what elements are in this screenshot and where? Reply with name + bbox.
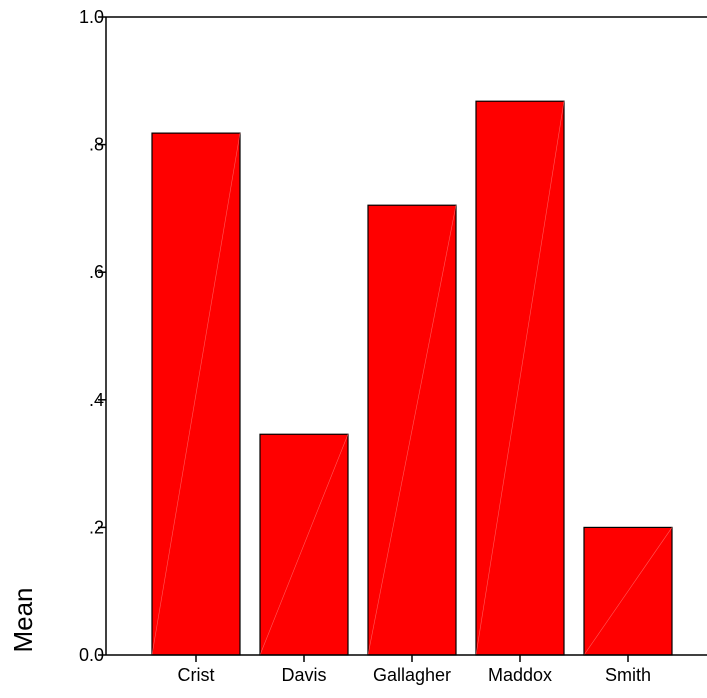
y-tick-label: 1.0 [79, 7, 104, 27]
bar-shading-line [475, 101, 565, 656]
bar-shading-line [151, 133, 241, 656]
y-tick-label: 0.0 [79, 645, 104, 665]
y-tick-label: .4 [89, 390, 104, 410]
y-tick-label: .2 [89, 517, 104, 537]
bar-shading-line [367, 205, 457, 656]
labels-layer: 0.0 .2 .4 .6 .8 1.0 Crist Davis Gallagher Maddox S… [79, 7, 651, 685]
x-category-label: Crist [178, 665, 215, 685]
bars-layer [151, 100, 673, 656]
x-category-label: Maddox [488, 665, 552, 685]
y-tick-label: .8 [89, 135, 104, 155]
y-tick-label: .6 [89, 262, 104, 282]
bar-shading-line [583, 527, 673, 656]
x-category-label: Davis [281, 665, 326, 685]
axes-layer [105, 16, 707, 656]
x-category-label: Gallagher [373, 665, 451, 685]
y-axis-title: Mean [8, 587, 38, 652]
ticks-layer [98, 16, 629, 662]
bar-shading-line [259, 434, 349, 656]
x-category-label: Smith [605, 665, 651, 685]
